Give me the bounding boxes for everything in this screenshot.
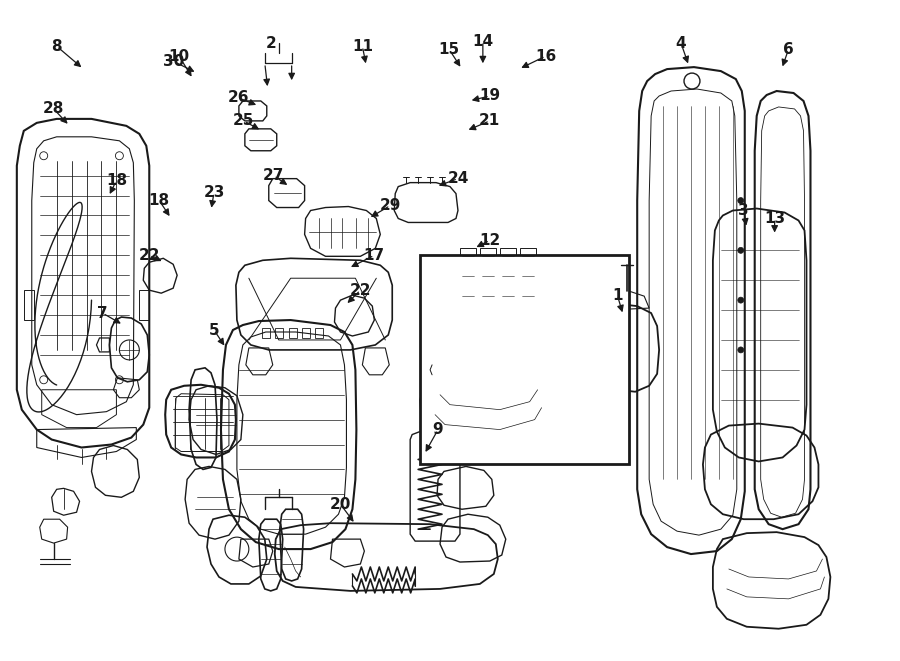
Text: 2: 2: [266, 36, 276, 51]
Text: 22: 22: [139, 248, 160, 263]
Text: 19: 19: [480, 89, 500, 104]
Bar: [480, 288, 496, 304]
Text: 27: 27: [263, 168, 284, 183]
Text: 9: 9: [433, 422, 444, 437]
Text: 26: 26: [228, 91, 249, 106]
Circle shape: [738, 247, 743, 253]
Text: 3: 3: [738, 203, 749, 218]
Text: 18: 18: [106, 173, 127, 188]
Bar: [480, 249, 496, 264]
Text: 24: 24: [447, 171, 469, 186]
Text: 1: 1: [612, 288, 623, 303]
Text: 10: 10: [168, 49, 190, 63]
Text: 22: 22: [349, 283, 371, 297]
Text: 8: 8: [51, 39, 62, 54]
Text: 6: 6: [783, 42, 794, 57]
Text: 5: 5: [209, 323, 220, 338]
Text: 16: 16: [535, 49, 556, 63]
Text: 30: 30: [163, 54, 184, 69]
Text: 17: 17: [364, 248, 385, 263]
Bar: [289, 328, 297, 338]
Bar: [274, 328, 283, 338]
Bar: [500, 288, 516, 304]
Text: 4: 4: [676, 36, 687, 51]
Text: 13: 13: [764, 211, 785, 226]
Text: 11: 11: [352, 39, 373, 54]
Text: 18: 18: [148, 193, 170, 208]
Text: 7: 7: [97, 305, 108, 321]
Bar: [460, 249, 476, 264]
Bar: [460, 268, 476, 284]
Bar: [519, 249, 536, 264]
Text: 14: 14: [472, 34, 493, 49]
Circle shape: [738, 297, 743, 303]
Text: 29: 29: [380, 198, 400, 213]
Text: 15: 15: [438, 42, 460, 57]
Circle shape: [738, 198, 743, 204]
Text: 25: 25: [233, 114, 255, 128]
Bar: [262, 328, 270, 338]
Text: 12: 12: [479, 233, 500, 248]
Bar: [420, 255, 629, 465]
Bar: [519, 268, 536, 284]
Bar: [460, 288, 476, 304]
Bar: [315, 328, 322, 338]
Circle shape: [738, 347, 743, 353]
Bar: [500, 268, 516, 284]
Text: 20: 20: [329, 497, 351, 512]
Bar: [500, 249, 516, 264]
Text: 21: 21: [479, 114, 500, 128]
Bar: [302, 328, 310, 338]
Bar: [519, 288, 536, 304]
Text: 28: 28: [43, 101, 65, 116]
Bar: [480, 268, 496, 284]
Text: 23: 23: [203, 185, 225, 200]
